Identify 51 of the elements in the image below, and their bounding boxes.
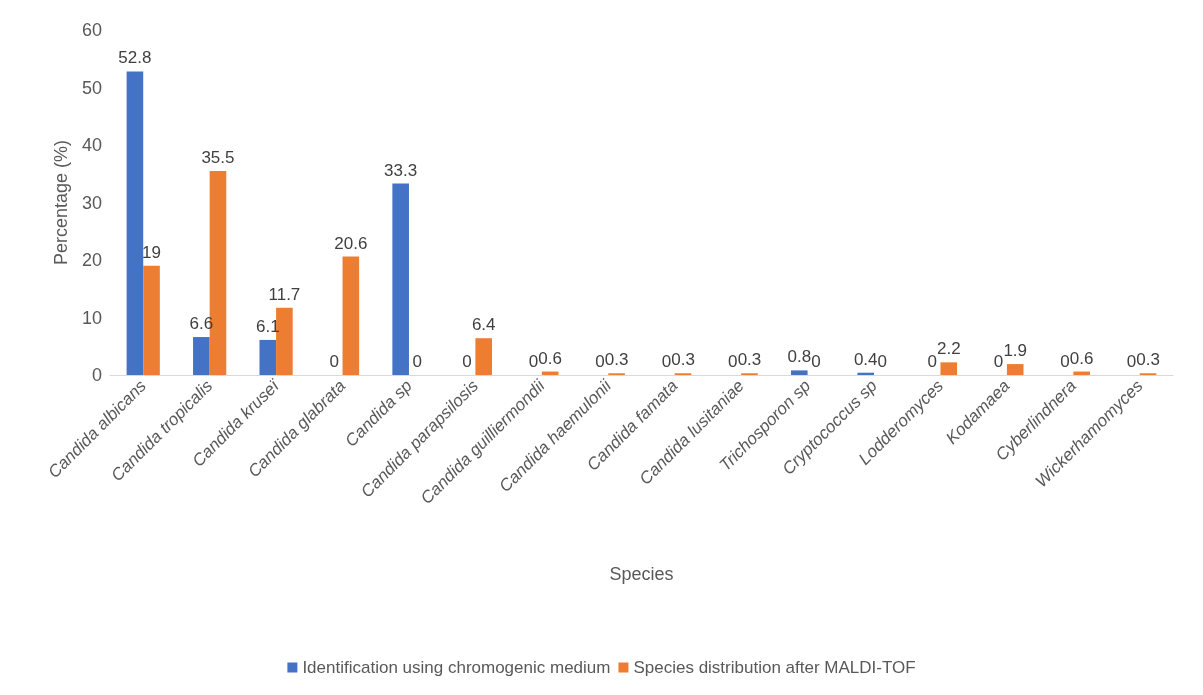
data-label: 0.4: [853, 349, 878, 369]
bar: [342, 256, 360, 375]
data-label: 0: [329, 352, 339, 371]
data-label: 35.5: [201, 147, 235, 167]
y-tick-label: 30: [81, 192, 102, 213]
data-label: 0: [528, 352, 539, 371]
x-axis-title: Species: [609, 564, 674, 584]
y-tick-label: 40: [81, 135, 102, 155]
data-label: 0: [462, 352, 472, 371]
y-axis-title: Percentage (%): [51, 139, 71, 266]
data-label: 52.8: [118, 48, 152, 68]
data-label: 0: [1060, 352, 1070, 371]
bar: [790, 370, 808, 375]
bar: [475, 338, 493, 375]
data-label: 0: [661, 352, 672, 371]
bar: [259, 339, 277, 375]
bar: [940, 362, 958, 375]
data-label: 0.3: [604, 350, 629, 370]
bar: [193, 337, 210, 375]
bar: [126, 71, 144, 375]
data-label: 0: [595, 352, 605, 371]
data-label: 33.3: [384, 160, 418, 180]
data-label: 0: [877, 352, 888, 371]
bar: [392, 183, 409, 375]
y-tick-label: 0: [91, 365, 102, 385]
data-label: 0: [1126, 352, 1137, 371]
y-tick-label: 50: [81, 77, 102, 98]
data-label: 0: [412, 352, 423, 371]
data-label: 0.6: [1069, 348, 1094, 368]
legend-label: Species distribution after MALDI-TOF: [633, 658, 916, 677]
bar: [143, 265, 160, 375]
data-label: 0: [927, 352, 937, 371]
data-label: 6.4: [471, 315, 496, 335]
bar: [1006, 364, 1024, 375]
y-tick-label: 20: [81, 250, 102, 270]
data-label: 1.9: [1003, 341, 1028, 361]
data-label: 0: [728, 352, 738, 371]
data-label: 0.8: [787, 347, 812, 367]
legend-label: Identification using chromogenic medium: [302, 658, 611, 677]
y-tick-label: 10: [81, 307, 102, 328]
data-label: 0: [811, 352, 821, 371]
data-label: 0.3: [671, 350, 695, 370]
y-tick-label: 60: [81, 20, 102, 40]
data-label: 2.2: [936, 339, 961, 359]
data-label: 0: [993, 352, 1004, 371]
data-label: 19: [142, 242, 161, 262]
data-label: 0.3: [1136, 350, 1160, 370]
data-label: 11.7: [268, 284, 301, 304]
data-label: 20.6: [334, 233, 368, 253]
data-label: 0.3: [737, 350, 762, 370]
data-label: 0.6: [538, 348, 562, 368]
